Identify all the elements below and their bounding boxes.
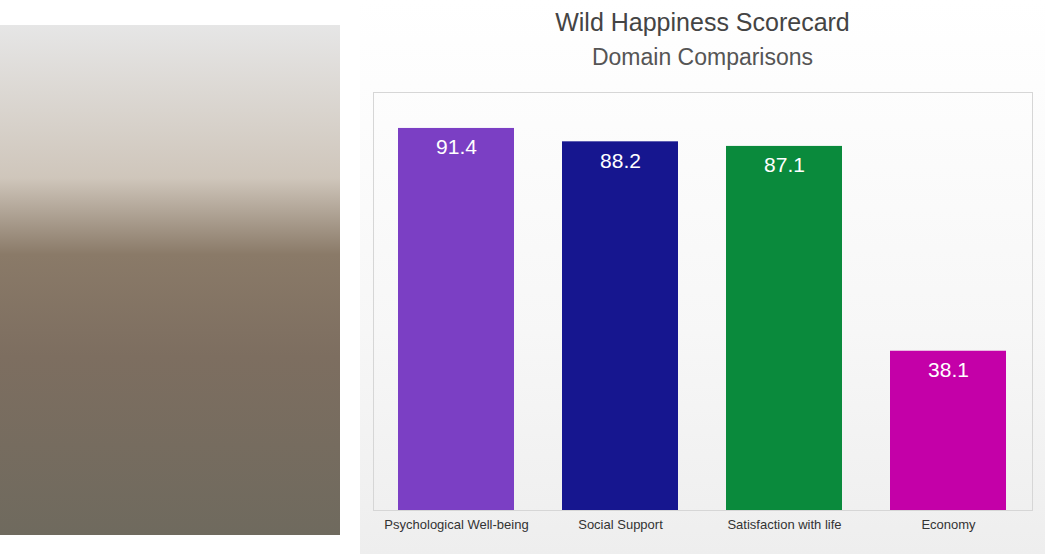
html-text:Wild Happiness Scorecard: Wild Happiness Scorecard bbox=[555, 8, 850, 36]
svg-text:Social Support: Social Support bbox=[578, 517, 663, 532]
svg-text:91.4: 91.4 bbox=[436, 135, 477, 158]
svg-text:Satisfaction with life: Satisfaction with life bbox=[727, 517, 841, 532]
svg-text:38.1: 38.1 bbox=[928, 358, 969, 381]
svg-text:88.2: 88.2 bbox=[600, 149, 641, 172]
svg-text:Economy: Economy bbox=[921, 517, 976, 532]
svg-text:Psychological Well-being: Psychological Well-being bbox=[384, 517, 528, 532]
html-text:Domain Comparisons: Domain Comparisons bbox=[591, 44, 814, 70]
svg-text:87.1: 87.1 bbox=[764, 153, 805, 176]
